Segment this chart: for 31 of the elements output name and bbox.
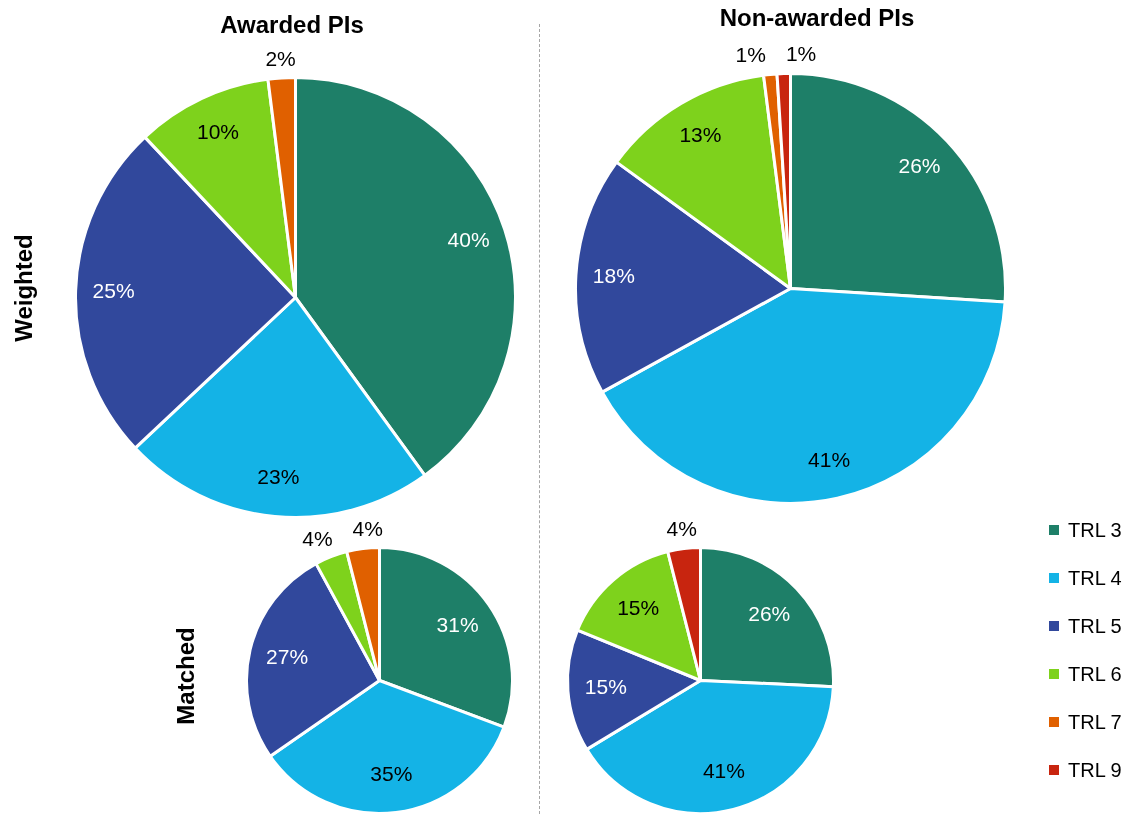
data-label: 1% xyxy=(735,43,766,67)
data-label: 31% xyxy=(436,613,479,637)
legend-label: TRL 4 xyxy=(1068,566,1122,590)
chart-title: Non-awarded PIs xyxy=(719,4,915,32)
data-label: 2% xyxy=(265,46,296,70)
data-label: 4% xyxy=(352,517,383,541)
data-label: 26% xyxy=(898,154,941,178)
text: Weighted xyxy=(10,234,38,342)
data-label: 18% xyxy=(592,264,635,288)
data-label: 27% xyxy=(266,645,309,669)
data-label: 10% xyxy=(196,119,240,143)
data-label: 41% xyxy=(808,448,851,472)
data-label: 41% xyxy=(702,759,745,783)
legend-label: TRL 3 xyxy=(1068,518,1122,542)
data-label: 15% xyxy=(617,595,660,619)
data-label: 25% xyxy=(92,278,135,302)
data-label: 15% xyxy=(584,674,627,698)
data-label: 13% xyxy=(679,122,722,146)
chart-title: Awarded PIs xyxy=(220,11,364,39)
data-label: 26% xyxy=(748,601,791,625)
data-label: 1% xyxy=(785,42,817,66)
data-label: 4% xyxy=(302,526,333,550)
legend-label: TRL 7 xyxy=(1068,710,1122,734)
legend-label: TRL 5 xyxy=(1068,614,1122,638)
text: Matched xyxy=(172,627,200,725)
data-label: 35% xyxy=(370,761,413,785)
legend-label: TRL 6 xyxy=(1068,662,1122,686)
data-label: 23% xyxy=(257,465,300,489)
data-label: 40% xyxy=(447,228,490,252)
legend-label: TRL 9 xyxy=(1068,758,1122,782)
data-label: 4% xyxy=(666,517,697,541)
